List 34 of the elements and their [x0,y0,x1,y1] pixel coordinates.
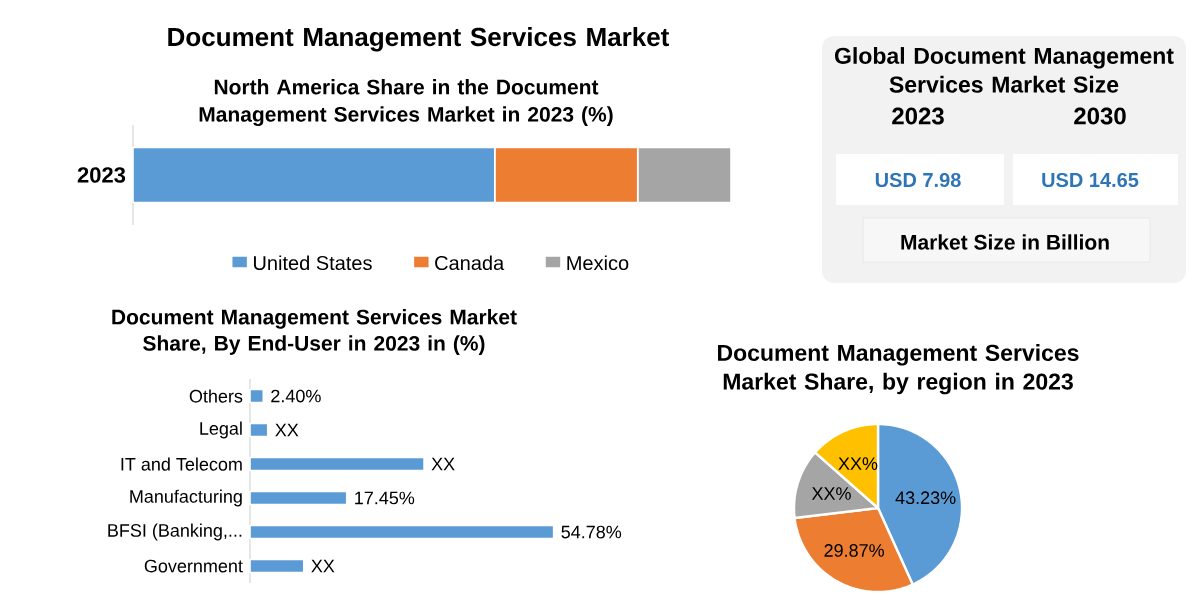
data-label: XX [311,559,335,573]
data-label: 29.87% [824,544,884,557]
y-tick-label: IT and Telecom [121,457,242,471]
legend-label: Canada [435,255,505,271]
data-label: XX [275,423,299,437]
text: 2023 [892,107,944,125]
data-label: 17.45% [355,491,415,505]
data-label: 54.78% [561,525,622,539]
legend-label: Mexico [567,255,629,271]
data-label: XX [431,457,455,471]
chart-title: Document Management Services Market [168,27,670,52]
text: USD 14.65 [1042,172,1139,188]
y-tick-label: Manufacturing [130,489,242,507]
data-label: 2.40% [271,389,321,403]
legend-label: United States [254,255,372,271]
chart-subtitle: North America Share in the Document Management Services Market in 2023 (%) [199,79,613,127]
y-tick-label: Others [189,389,243,403]
y-tick-label: BFSI (Banking,... [108,523,242,541]
text: USD 7.98 [875,172,961,188]
text: 2030 [1074,107,1126,125]
chart-title: Document Management Services Market Share, By End-User in 2023 in (%) [112,309,517,355]
data-label: 43.23% [895,491,956,505]
bar [249,456,425,472]
text: Global Document Management Services Market Size [834,47,1174,93]
bar [249,524,555,540]
text: Market Size in Billion [901,234,1109,250]
data-label: XX% [811,487,851,500]
bar [249,422,269,438]
chart-title: Document Management Services Market Share, by region in 2023 [718,344,1079,395]
bar [249,490,348,506]
y-tick-label: Government [144,559,243,573]
bar [249,388,265,404]
y-tick-label: Legal [200,421,242,439]
bar [249,558,305,574]
